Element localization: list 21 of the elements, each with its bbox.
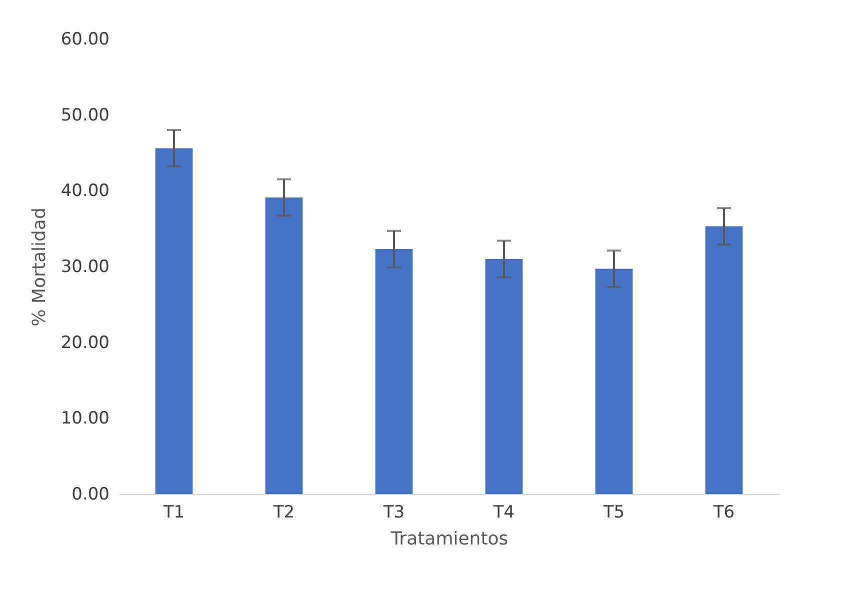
x-tick-label: T3 — [382, 502, 405, 522]
y-tick-label: 40.00 — [60, 181, 110, 202]
y-tick-label: 30.00 — [60, 257, 110, 277]
x-tick-label: T4 — [492, 502, 515, 522]
x-tick-label: T6 — [712, 502, 735, 522]
bar — [265, 197, 303, 494]
y-axis-title: % Mortalidad — [28, 208, 50, 326]
x-tick-label: T5 — [602, 502, 625, 522]
bar — [705, 226, 743, 494]
x-tick-label: T2 — [272, 502, 295, 522]
y-tick-label: 60.00 — [60, 30, 110, 50]
y-tick-label: 10.00 — [60, 408, 110, 429]
bar — [595, 268, 633, 494]
x-axis-title: Tratamientos — [390, 528, 508, 550]
bar — [375, 249, 413, 494]
x-tick-label: T1 — [162, 502, 185, 522]
bar — [155, 148, 193, 494]
bar — [485, 258, 523, 494]
y-tick-label: 50.00 — [60, 105, 110, 126]
y-tick-label: 20.00 — [60, 332, 110, 353]
y-tick-label: 0.00 — [72, 484, 110, 504]
